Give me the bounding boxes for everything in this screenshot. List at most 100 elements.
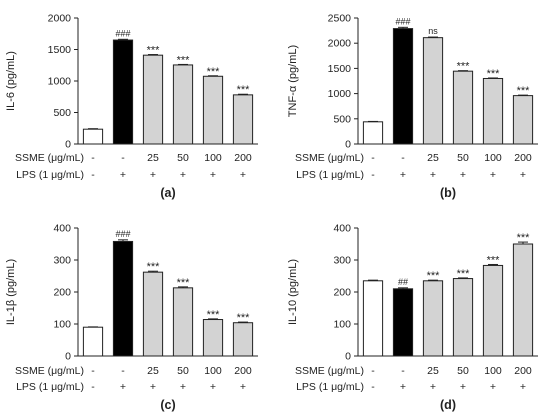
lps-value: +: [430, 381, 436, 393]
y-tick-label: 1000: [328, 88, 352, 100]
ssme-value: 100: [484, 365, 502, 377]
significance-label: ns: [428, 26, 438, 36]
bar: [452, 70, 474, 145]
bar: [512, 243, 534, 357]
ssme-value: 50: [457, 365, 469, 377]
y-tick-label: 0: [345, 139, 351, 151]
bar: [202, 319, 224, 357]
ssme-value: 50: [177, 365, 189, 377]
significance-label: ***: [427, 270, 441, 282]
bar: [232, 94, 254, 145]
ssme-value: 25: [427, 152, 439, 164]
bar: [142, 54, 164, 145]
y-tick-label: 1500: [48, 44, 72, 56]
y-tick-label: 400: [333, 223, 351, 235]
significance-label: ###: [395, 16, 410, 26]
significance-label: ***: [457, 268, 471, 280]
panel-label: (a): [160, 186, 175, 200]
significance-label: ***: [487, 254, 501, 266]
y-axis-title: IL-1β (pg/mL): [5, 259, 17, 325]
lps-value: -: [91, 169, 95, 181]
significance-label: ***: [237, 84, 251, 96]
significance-label: ***: [517, 85, 531, 97]
lps-value: +: [400, 381, 406, 393]
bar: [362, 121, 384, 145]
lps-value: +: [180, 381, 186, 393]
lps-value: +: [120, 381, 126, 393]
ssme-value: -: [91, 152, 95, 164]
y-tick-label: 1000: [48, 76, 72, 88]
significance-label: ***: [207, 66, 221, 78]
y-tick-label: 0: [65, 139, 71, 151]
y-axis-title: IL-6 (pg/mL): [5, 51, 17, 111]
bar: [82, 326, 104, 357]
ssme-value: 25: [147, 365, 159, 377]
panel-label: (c): [160, 398, 175, 412]
ssme-value: -: [371, 365, 375, 377]
ssme-value: 200: [514, 365, 532, 377]
significance-label: ##: [398, 277, 408, 287]
y-tick-label: 400: [53, 223, 71, 235]
bar: [232, 322, 254, 357]
y-tick-label: 300: [333, 255, 351, 267]
y-tick-label: 500: [333, 113, 351, 125]
ssme-value: -: [91, 365, 95, 377]
ssme-row-label: SSME (μg/mL): [15, 365, 84, 377]
bar: [112, 240, 134, 357]
bar: [142, 271, 164, 357]
bar: [452, 278, 474, 357]
y-tick-label: 500: [53, 107, 71, 119]
bar: [512, 95, 534, 145]
lps-value: +: [490, 381, 496, 393]
y-tick-label: 0: [65, 351, 71, 363]
ssme-row-label: SSME (μg/mL): [295, 365, 364, 377]
ssme-value: 200: [234, 152, 252, 164]
lps-value: +: [490, 169, 496, 181]
y-tick-label: 2000: [48, 13, 72, 25]
significance-label: ***: [147, 45, 161, 57]
y-tick-label: 2000: [328, 38, 352, 50]
ssme-value: 200: [234, 365, 252, 377]
lps-value: -: [371, 381, 375, 393]
ssme-value: 200: [514, 152, 532, 164]
ssme-value: -: [401, 365, 405, 377]
significance-label: ***: [517, 232, 531, 244]
significance-label: ***: [457, 61, 471, 73]
y-tick-label: 2500: [328, 13, 352, 25]
lps-value: +: [520, 381, 526, 393]
chart-panel: 0 100 200 300 400 IL-10 (pg/mL) - - ## - + *** 25 + **…: [287, 223, 538, 412]
bar: [482, 77, 504, 145]
ssme-value: 50: [177, 152, 189, 164]
panel-label: (d): [440, 398, 456, 412]
lps-value: +: [520, 169, 526, 181]
lps-value: +: [460, 169, 466, 181]
bar: [172, 64, 194, 145]
bar: [172, 287, 194, 357]
lps-row-label: LPS (1 μg/mL): [16, 381, 84, 393]
ssme-row-label: SSME (μg/mL): [295, 152, 364, 164]
significance-label: ***: [487, 68, 501, 80]
y-tick-label: 200: [333, 287, 351, 299]
chart-panel: 0 100 200 300 400 IL-1β (pg/mL) - - ### - + *** 25 + *…: [5, 223, 258, 412]
lps-value: +: [430, 169, 436, 181]
lps-value: +: [150, 169, 156, 181]
ssme-value: 25: [427, 365, 439, 377]
lps-value: +: [150, 381, 156, 393]
bar: [482, 264, 504, 357]
significance-label: ***: [237, 312, 251, 324]
significance-label: ***: [147, 261, 161, 273]
lps-value: +: [240, 381, 246, 393]
ssme-value: 100: [484, 152, 502, 164]
lps-value: +: [180, 169, 186, 181]
bar: [82, 128, 104, 145]
ssme-value: 25: [147, 152, 159, 164]
ssme-value: 100: [204, 152, 222, 164]
y-tick-label: 0: [345, 351, 351, 363]
chart-panel: 0 500 1000 1500 2000 2500 TNF-α (pg/mL) - - ### - +…: [287, 13, 538, 200]
chart-panel: 0 500 1000 1500 2000 IL-6 (pg/mL) - - ### - + *** 25…: [5, 13, 258, 200]
significance-label: ###: [115, 229, 130, 239]
significance-label: ***: [177, 277, 191, 289]
lps-value: +: [400, 169, 406, 181]
y-tick-label: 100: [53, 319, 71, 331]
y-tick-label: 200: [53, 287, 71, 299]
